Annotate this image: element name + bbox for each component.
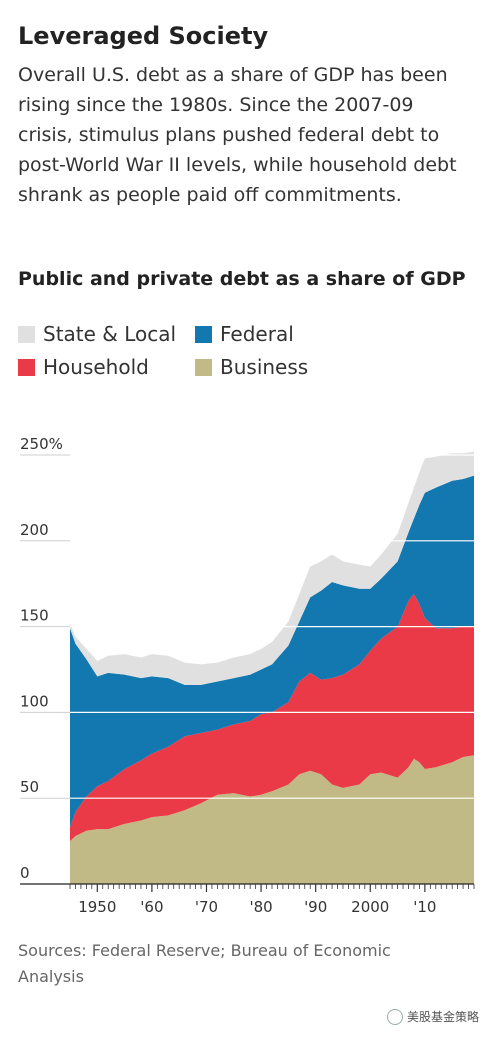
y-tick-label-250: 250% <box>20 435 63 453</box>
area-household <box>70 594 474 842</box>
chart-title: Public and private debt as a share of GD… <box>18 268 466 290</box>
legend-swatch-state-local <box>18 325 35 343</box>
legend-item-federal: Federal <box>195 322 294 346</box>
area-state-local <box>70 451 474 685</box>
area-federal <box>70 475 474 828</box>
x-tick-label-2000: 2000 <box>351 898 389 916</box>
x-tick-label-1990: '90 <box>304 898 327 916</box>
page-title: Leveraged Society <box>18 22 269 50</box>
legend-item-business: Business <box>195 355 308 379</box>
y-tick-label-200: 200 <box>20 521 49 539</box>
wechat-icon <box>386 1008 403 1025</box>
y-tick-label-0: 0 <box>20 864 30 882</box>
watermark: 美股基金策略 <box>386 1008 479 1025</box>
y-tick-label-100: 100 <box>20 692 49 710</box>
legend-label-federal: Federal <box>220 322 294 346</box>
x-tick-label-1970: '70 <box>195 898 218 916</box>
page-subtitle: Overall U.S. debt as a share of GDP has … <box>18 64 457 206</box>
legend-label-state-local: State & Local <box>43 322 177 346</box>
legend-swatch-household <box>18 358 35 376</box>
x-tick-label-1950: 1950 <box>78 898 116 916</box>
y-tick-label-150: 150 <box>20 607 49 625</box>
legend-item-household: Household <box>18 355 149 379</box>
legend-swatch-business <box>195 358 212 376</box>
x-tick-label-1960: '60 <box>140 898 163 916</box>
x-tick-label-1980: '80 <box>249 898 272 916</box>
watermark-text: 美股基金策略 <box>406 1010 479 1024</box>
legend-label-business: Business <box>220 355 309 379</box>
y-tick-label-50: 50 <box>20 778 39 796</box>
chart-legend: State & Local Federal Household Business <box>18 318 478 388</box>
area-business <box>70 755 474 884</box>
source-note: Sources: Federal Reserve; Bureau of Econ… <box>18 941 391 986</box>
debt-area-chart: 0 50 100 150 200 250% 1950 '60 '70 '80 '90 2000 '10 <box>20 435 475 916</box>
legend-swatch-federal <box>195 325 212 343</box>
legend-label-household: Household <box>43 355 149 379</box>
x-tick-label-2010: '10 <box>413 898 436 916</box>
legend-item-state-local: State & Local <box>18 322 176 346</box>
